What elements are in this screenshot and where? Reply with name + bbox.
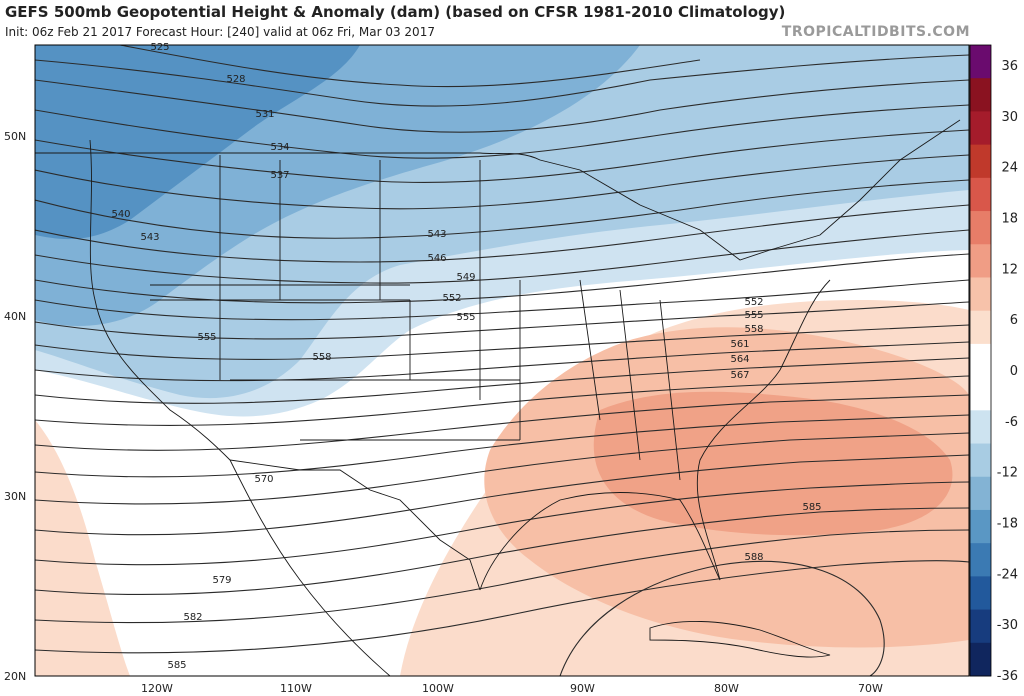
colorbar-swatch — [970, 78, 991, 112]
contour-label: 525 — [150, 42, 169, 53]
contour-label: 543 — [140, 232, 159, 243]
contour-label: 555 — [744, 310, 763, 321]
colorbar-swatch — [970, 576, 991, 611]
lon-label: 90W — [570, 682, 595, 695]
contour-label: 561 — [730, 339, 749, 350]
colorbar-swatch — [970, 642, 991, 677]
colorbar-swatch — [970, 211, 991, 245]
contour-label: 549 — [456, 272, 475, 283]
contour-label: 582 — [183, 612, 202, 623]
colorbar-swatch — [970, 343, 991, 378]
contour-label-layer: 525 528 531 534 537 540 543 543 546 549 552 552 555 5… — [111, 42, 821, 671]
colorbar-swatch — [970, 244, 991, 278]
contour-label: 540 — [111, 209, 130, 220]
colorbar-tick-label: 18 — [1001, 212, 1018, 227]
colorbar-swatch — [970, 111, 991, 146]
colorbar-tick-label: -18 — [997, 517, 1018, 532]
lon-labels: 120W 110W 100W 90W 80W 70W — [141, 682, 883, 695]
chart-subtitle: Init: 06z Feb 21 2017 Forecast Hour: [24… — [5, 25, 435, 39]
lat-label: 40N — [4, 310, 26, 323]
lat-label: 50N — [4, 130, 26, 143]
colorbar-swatch — [970, 543, 991, 577]
colorbar-swatch — [970, 509, 991, 544]
colorbar-swatch — [970, 443, 991, 478]
colorbar-swatch — [970, 277, 991, 312]
colorbar-tick-label: 6 — [1010, 313, 1018, 328]
contour-label: 534 — [270, 142, 289, 153]
colorbar-tick-label: 0 — [1010, 364, 1018, 379]
contour-label: 588 — [744, 552, 763, 563]
contour-label: 579 — [212, 575, 231, 586]
colorbar-swatch — [970, 410, 991, 445]
colorbar-frame — [969, 44, 992, 677]
contour-label: 546 — [427, 253, 446, 264]
colorbar-tick-label: -12 — [997, 466, 1018, 481]
contour-label: 585 — [802, 502, 821, 513]
colorbar-swatch — [970, 144, 991, 179]
contour-label: 585 — [167, 660, 186, 671]
anomaly-pos-6-west — [35, 420, 130, 676]
colorbar-swatch — [970, 377, 991, 411]
brand-watermark: TROPICALTIDBITS.COM — [781, 24, 970, 40]
map-frame — [34, 44, 970, 677]
colorbar-swatch — [970, 310, 991, 345]
contour-label: 552 — [442, 293, 461, 304]
height-contours — [35, 45, 969, 676]
colorbar-tick-label: 24 — [1001, 161, 1018, 176]
colorbar-ticks: 36 30 24 18 12 6 0 -6 -12 -18 -24 -30 -36 — [997, 59, 1018, 684]
contour-label: 558 — [312, 352, 331, 363]
contour-label: 564 — [730, 354, 749, 365]
chart-title: GEFS 500mb Geopotential Height & Anomaly… — [5, 3, 786, 21]
contour-label: 543 — [427, 229, 446, 240]
lon-label: 110W — [280, 682, 312, 695]
contour-label: 552 — [744, 297, 763, 308]
cuba — [649, 620, 831, 658]
contour-label: 531 — [255, 109, 274, 120]
colorbar-tick-label: 12 — [1001, 262, 1018, 277]
contour-label: 537 — [270, 170, 289, 181]
contour-label: 555 — [456, 312, 475, 323]
contour-label: 528 — [226, 74, 245, 85]
colorbar-swatch — [970, 476, 991, 511]
anomaly-neg-24 — [35, 45, 360, 240]
contour-label: 558 — [744, 324, 763, 335]
contour-label: 555 — [197, 332, 216, 343]
lat-label: 30N — [4, 490, 26, 503]
lat-labels: 50N 40N 30N 20N — [4, 130, 26, 683]
political-borders — [35, 119, 961, 676]
colorbar-tick-label: 36 — [1001, 59, 1018, 74]
colorbar-tick-label: 30 — [1001, 110, 1018, 125]
colorbar — [969, 44, 992, 677]
colorbar-tick-label: -36 — [997, 669, 1018, 684]
colorbar-tick-label: -24 — [997, 567, 1018, 582]
lon-label: 70W — [858, 682, 883, 695]
colorbar-swatch — [970, 45, 991, 79]
colorbar-tick-label: -6 — [1005, 415, 1018, 430]
contour-label: 567 — [730, 370, 749, 381]
colorbar-swatch — [970, 609, 991, 644]
colorbar-tick-label: -30 — [997, 618, 1018, 633]
lat-label: 20N — [4, 670, 26, 683]
lon-label: 80W — [714, 682, 739, 695]
colorbar-swatch — [970, 177, 991, 212]
lon-label: 100W — [422, 682, 454, 695]
contour-label: 570 — [254, 474, 273, 485]
lon-label: 120W — [141, 682, 173, 695]
